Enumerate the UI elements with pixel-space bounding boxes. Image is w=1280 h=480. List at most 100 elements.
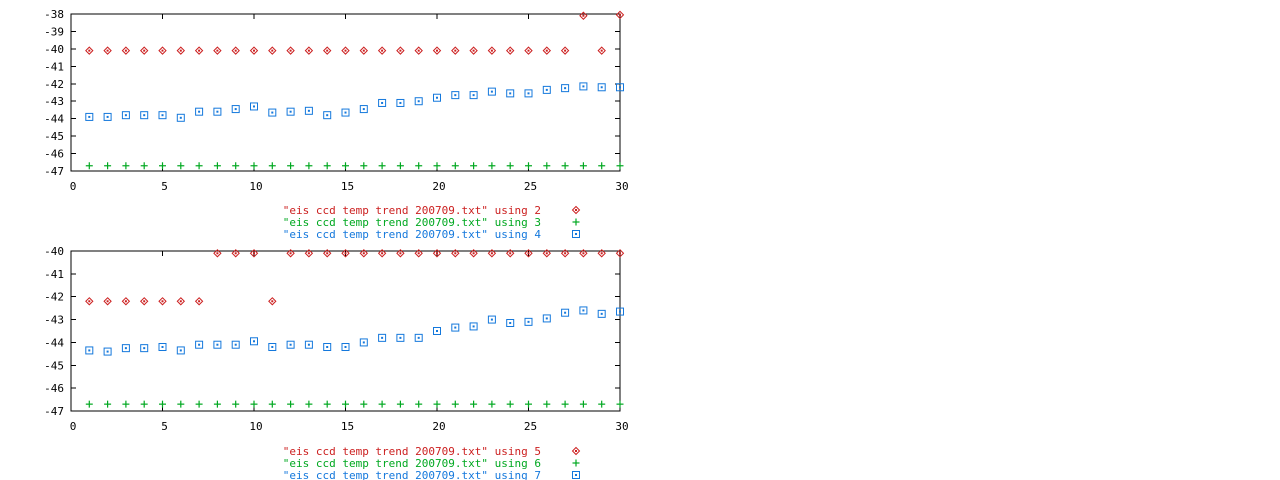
- square-dot-marker-icon: [487, 87, 496, 96]
- square-dot-marker-icon: [158, 343, 167, 351]
- series-square-dot: [85, 306, 624, 356]
- diamond-dot-marker-icon: [615, 10, 625, 20]
- diamond-dot-marker-icon: [451, 46, 460, 55]
- square-dot-marker-icon: [396, 333, 405, 342]
- plus-marker-icon: [415, 162, 423, 170]
- square-dot-marker-icon: [250, 337, 258, 346]
- square-dot-marker-icon: [506, 319, 515, 327]
- x-tick-label: 30: [615, 180, 628, 193]
- plus-marker-icon: [572, 218, 580, 226]
- square-dot-marker-icon: [487, 315, 496, 324]
- diamond-dot-marker-icon: [322, 46, 332, 55]
- plus-marker-icon: [342, 400, 349, 408]
- legend-entry-label: "eis ccd temp trend 200709.txt" using 3: [283, 216, 541, 229]
- plus-marker-icon: [433, 400, 441, 408]
- x-tick-label: 0: [70, 420, 77, 433]
- diamond-dot-marker-icon: [615, 249, 625, 258]
- plus-marker-icon: [140, 162, 148, 170]
- plus-marker-icon: [378, 162, 386, 170]
- diamond-dot-marker-icon: [103, 297, 112, 306]
- square-dot-marker-icon: [359, 338, 368, 347]
- square-dot-marker-icon: [213, 340, 222, 349]
- y-tick-label: -40: [44, 245, 64, 258]
- plus-marker-icon: [415, 400, 423, 408]
- plus-marker-icon: [104, 400, 112, 408]
- plus-marker-icon: [342, 162, 349, 170]
- plus-marker-icon: [287, 162, 295, 170]
- diamond-dot-marker-icon: [194, 46, 204, 55]
- plus-marker-icon: [396, 162, 404, 170]
- plus-marker-icon: [396, 400, 404, 408]
- plus-marker-icon: [177, 162, 185, 170]
- x-tick-label: 10: [249, 180, 262, 193]
- plus-marker-icon: [268, 400, 276, 408]
- diamond-dot-marker-icon: [176, 46, 186, 55]
- diamond-dot-marker-icon: [213, 46, 222, 55]
- square-dot-marker-icon: [268, 108, 277, 117]
- plus-marker-icon: [543, 400, 551, 408]
- diamond-dot-marker-icon: [139, 46, 149, 55]
- plus-marker-icon: [598, 162, 606, 170]
- y-tick-label: -42: [44, 78, 64, 91]
- diamond-dot-marker-icon: [487, 249, 497, 258]
- square-dot-marker-icon: [524, 317, 533, 326]
- diamond-dot-marker-icon: [304, 249, 314, 258]
- square-dot-marker-icon: [158, 111, 167, 120]
- y-tick-label: -47: [44, 405, 64, 418]
- y-tick-label: -47: [44, 165, 64, 178]
- diamond-dot-marker-icon: [194, 297, 204, 306]
- plus-marker-icon: [85, 400, 93, 408]
- plus-marker-icon: [122, 400, 130, 408]
- square-dot-marker-icon: [414, 97, 423, 106]
- diamond-dot-marker-icon: [469, 46, 478, 55]
- diamond-dot-marker-icon: [322, 249, 332, 258]
- diamond-dot-marker-icon: [432, 249, 442, 258]
- diamond-dot-marker-icon: [249, 46, 259, 55]
- y-tick-label: -46: [44, 382, 64, 395]
- square-dot-marker-icon: [451, 323, 460, 332]
- diamond-dot-marker-icon: [579, 249, 588, 258]
- plus-marker-icon: [525, 400, 532, 408]
- plus-marker-icon: [506, 162, 514, 170]
- diamond-dot-marker-icon: [158, 46, 167, 55]
- legend-entry-label: "eis ccd temp trend 200709.txt" using 2: [283, 204, 541, 217]
- diamond-dot-marker-icon: [451, 249, 460, 258]
- bottom-chart-svg: -47 -46 -45 -44 -43 -42 -41 -40 0 5 10 15 20 25 30 "eis…: [44, 245, 629, 480]
- diamond-dot-marker-icon: [85, 46, 94, 55]
- diamond-dot-marker-icon: [341, 249, 350, 258]
- diamond-dot-marker-icon: [359, 249, 369, 258]
- square-dot-marker-icon: [103, 347, 112, 356]
- top-chart-svg: -47 -46 -45 -44 -43 -42 -41 -40 -39 -38 0 5 10 15 20 25…: [44, 8, 629, 241]
- diamond-dot-marker-icon: [505, 46, 515, 55]
- plus-marker-icon: [195, 162, 203, 170]
- square-dot-marker-icon: [140, 344, 149, 353]
- square-dot-marker-icon: [451, 91, 460, 100]
- diamond-dot-marker-icon: [542, 249, 552, 258]
- plus-marker-icon: [378, 400, 386, 408]
- square-dot-marker-icon: [572, 230, 580, 238]
- square-dot-marker-icon: [176, 113, 185, 122]
- y-tick-label: -41: [44, 268, 64, 281]
- square-dot-marker-icon: [597, 309, 606, 318]
- legend-entry-label: "eis ccd temp trend 200709.txt" using 7: [283, 469, 541, 480]
- diamond-dot-marker-icon: [560, 46, 570, 55]
- y-tick-label: -39: [44, 25, 64, 38]
- square-dot-marker-icon: [579, 82, 588, 91]
- plus-marker-icon: [598, 400, 606, 408]
- plus-marker-icon: [122, 162, 130, 170]
- diamond-dot-marker-icon: [158, 297, 167, 306]
- diamond-dot-marker-icon: [121, 46, 131, 55]
- series-diamond-dot: [85, 10, 625, 55]
- y-tick-label: -43: [44, 314, 64, 327]
- diamond-dot-marker-icon: [432, 46, 442, 55]
- x-tick-label: 15: [341, 180, 354, 193]
- square-dot-marker-icon: [250, 102, 258, 111]
- square-dot-marker-icon: [286, 340, 295, 349]
- square-dot-marker-icon: [304, 106, 313, 115]
- plus-marker-icon: [579, 400, 587, 408]
- square-dot-marker-icon: [524, 89, 533, 98]
- x-tick-label: 25: [524, 180, 537, 193]
- plus-marker-icon: [543, 162, 551, 170]
- y-tick-label: -43: [44, 95, 64, 108]
- x-tick-label: 20: [432, 420, 445, 433]
